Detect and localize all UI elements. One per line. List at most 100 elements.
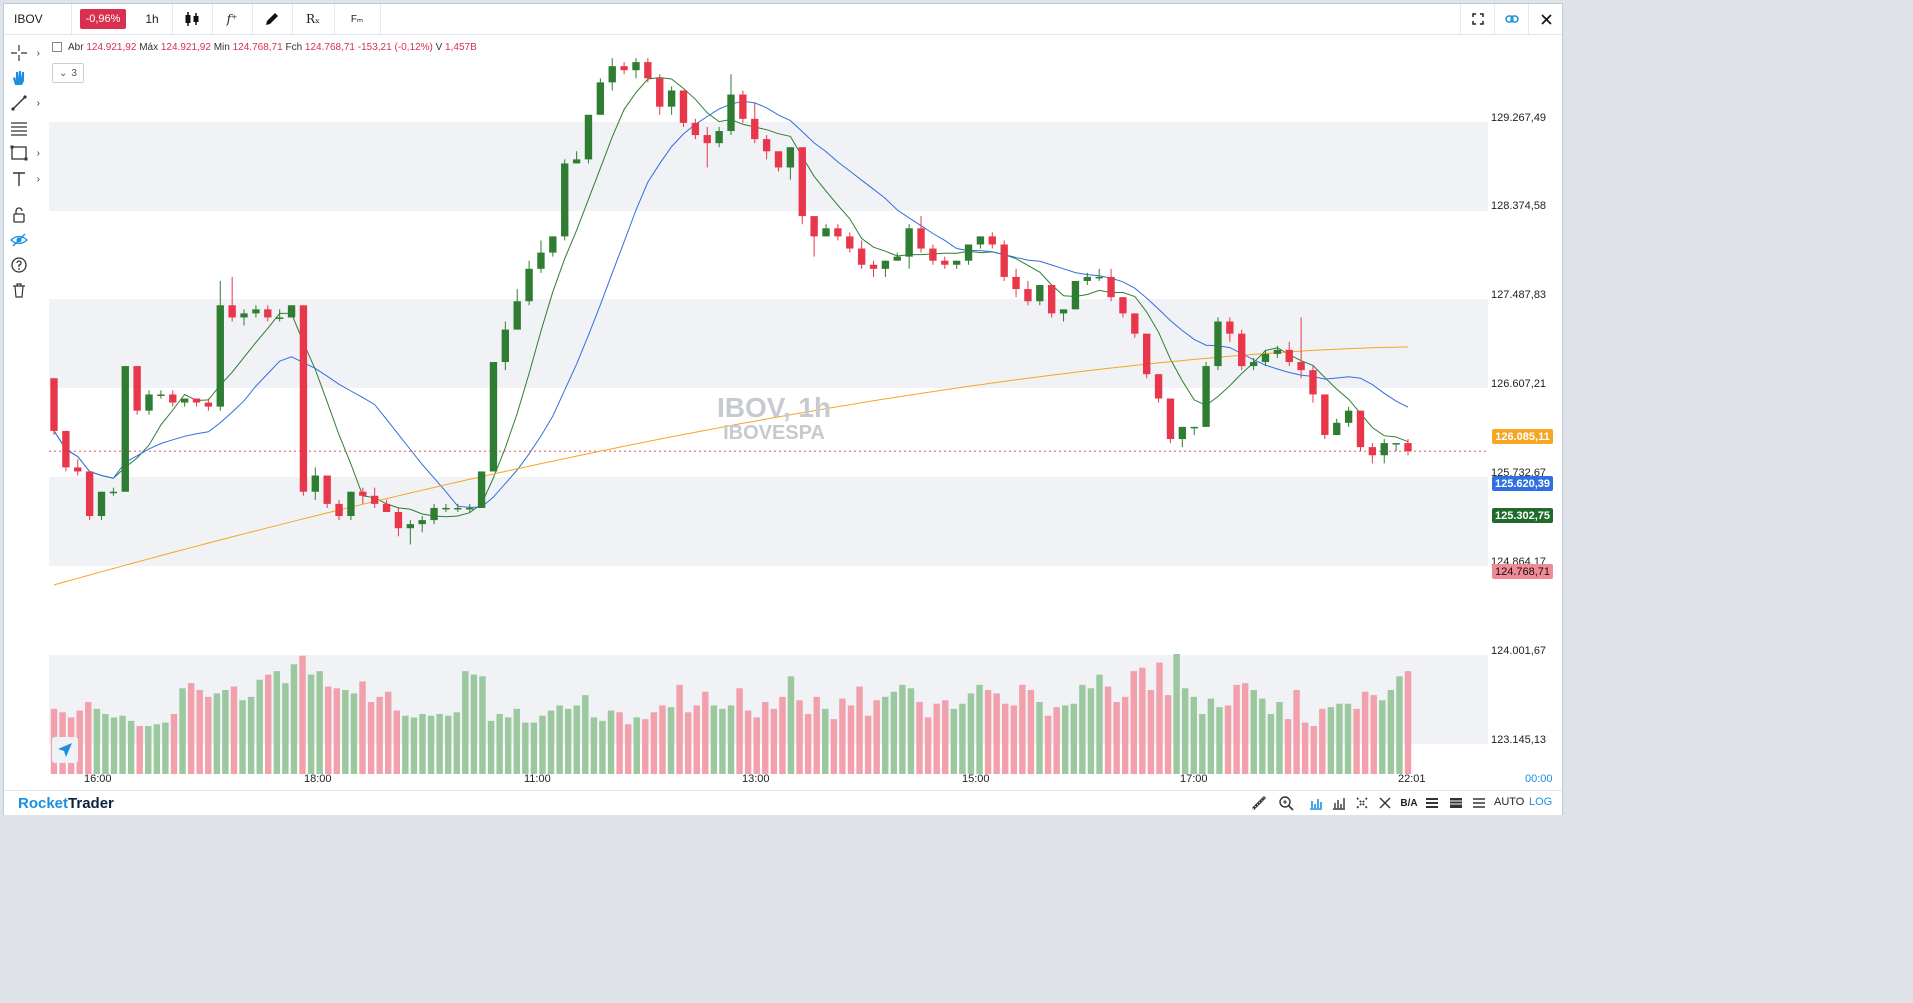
candle-body [739,94,747,119]
volume-bar [1207,698,1215,774]
replay-button[interactable]: Rₓ [292,4,335,34]
candle-body [1095,276,1103,279]
candle-body [513,301,521,330]
pan-tool[interactable] [10,68,40,88]
timeframe-button[interactable]: 1h [132,4,173,34]
ruler-button[interactable] [1248,794,1270,812]
draw-button[interactable] [252,4,293,34]
volume-bar [1319,708,1326,774]
candle-type-button[interactable] [172,4,213,34]
candle-body [74,467,82,472]
candle-body [1190,426,1198,429]
symbol-selector[interactable]: IBOV [4,4,72,34]
candle-body [893,256,901,261]
volume-bar [1062,705,1069,774]
time-zone-clock[interactable]: 00:00 [1525,773,1553,785]
trades-button[interactable] [1445,794,1467,812]
candle-body [1356,410,1365,448]
fullscreen-icon [1472,13,1484,25]
price-tick: 126.607,21 [1491,378,1547,390]
help-tool[interactable] [10,255,40,275]
volume-bar [796,700,803,774]
log-scale-toggle[interactable]: LOG [1529,796,1553,808]
lock-tool[interactable] [10,205,40,225]
grid-band [49,122,1488,211]
volume-bar [1113,702,1120,774]
candle-body [1012,276,1020,290]
volume-bar [1079,684,1086,774]
layout-button[interactable] [1468,794,1490,812]
volume-bar [907,688,915,774]
go-to-latest-button[interactable] [52,737,78,763]
volume-bar [462,671,469,774]
time-tick: 13:00 [742,773,770,785]
visibility-tool[interactable] [10,230,40,250]
volume-bar [256,679,263,774]
volume-profile-button[interactable] [1328,794,1350,812]
candle-body [798,147,806,217]
candle-body [1048,285,1056,314]
auto-scale-toggle[interactable]: AUTO [1494,796,1525,808]
volume-bar [316,671,323,774]
volume-bar [1010,705,1018,774]
crosshair-tool[interactable]: › [10,43,40,63]
link-button[interactable] [1494,4,1529,34]
volume-bar [924,717,932,774]
grid-button[interactable] [1351,794,1373,812]
candle-body [596,82,605,115]
candle-body [988,236,996,245]
candle-body [881,260,890,269]
legend-collapse-icon[interactable] [52,42,62,53]
indicators-toggle[interactable]: ⌄ 3 [52,63,84,83]
bid-ask-button[interactable]: B/A [1400,797,1418,809]
price-tick: 124.001,67 [1491,645,1547,657]
volume-bar [633,717,640,774]
volume-bar [1276,702,1283,774]
volume-bar [873,700,880,774]
volume-toggle[interactable] [1305,794,1327,812]
volume-bar [856,686,863,774]
close-button[interactable] [1528,4,1563,34]
candle-body [466,507,474,510]
volume-bar [1387,690,1395,774]
candle-body [1202,366,1210,427]
price-tick: 129.267,49 [1491,112,1547,124]
indicators-button[interactable]: f⁺ [212,4,253,34]
volume-bar [616,712,623,774]
volume-bar [719,708,726,774]
volume-bar [916,702,923,774]
zoom-button[interactable] [1275,794,1297,812]
candle-body [929,248,937,261]
price-chart[interactable] [4,34,1560,794]
fibonacci-tool[interactable] [10,118,40,138]
order-book-button[interactable] [1421,794,1443,812]
volume-bar [1250,690,1257,774]
volume-bar [1336,703,1343,774]
volume-bars-icon [1310,799,1322,810]
text-tool[interactable]: › [10,169,40,189]
volume-bar [984,690,992,774]
crosshair-mode-button[interactable] [1374,794,1396,812]
volume-bar [556,705,563,774]
volume-bar [890,691,898,774]
volume-bar [642,719,649,774]
shape-tool[interactable]: › [10,143,40,163]
formula-button[interactable]: Fₘ [334,4,381,34]
trendline-tool[interactable]: › [10,93,40,113]
candle-body [846,236,854,249]
volume-bar [599,720,606,774]
fullscreen-button[interactable] [1460,4,1495,34]
watermark-title: IBOV, 1h [716,392,832,423]
volume-bar [410,717,418,774]
volume-bar [102,714,109,774]
candle-body [572,159,581,164]
candle-body [240,313,248,318]
volume-bar [933,703,940,774]
chevron-down-icon: ⌄ [59,67,68,79]
volume-bar [350,693,358,774]
candle-body [299,305,308,492]
delete-tool[interactable] [10,280,40,300]
pencil-icon [266,13,278,25]
candle-body [406,524,414,529]
volume-bar [770,708,778,774]
